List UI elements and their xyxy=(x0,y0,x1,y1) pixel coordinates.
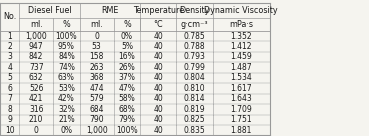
Text: 526: 526 xyxy=(29,84,44,93)
Text: 42%: 42% xyxy=(58,94,75,103)
Text: 0%: 0% xyxy=(61,126,72,135)
Text: Diesel Fuel: Diesel Fuel xyxy=(28,6,71,15)
Text: 5%: 5% xyxy=(121,42,133,51)
Text: 1.643: 1.643 xyxy=(230,94,252,103)
Text: 0.810: 0.810 xyxy=(184,84,205,93)
Text: 0: 0 xyxy=(94,32,99,41)
Text: 0.814: 0.814 xyxy=(184,94,205,103)
Text: 1.534: 1.534 xyxy=(230,73,252,82)
Text: 0.835: 0.835 xyxy=(184,126,205,135)
Text: 95%: 95% xyxy=(58,42,75,51)
Text: %: % xyxy=(123,20,131,29)
Text: 1: 1 xyxy=(7,32,12,41)
Text: mPa·s: mPa·s xyxy=(229,20,253,29)
Text: 1,000: 1,000 xyxy=(86,126,107,135)
Text: 1.412: 1.412 xyxy=(230,42,252,51)
Text: 684: 684 xyxy=(89,105,104,114)
Text: 40: 40 xyxy=(154,94,163,103)
Text: 40: 40 xyxy=(154,84,163,93)
Text: 58%: 58% xyxy=(118,94,135,103)
Text: 5: 5 xyxy=(7,73,12,82)
Text: 68%: 68% xyxy=(118,105,135,114)
Text: Temperature: Temperature xyxy=(133,6,184,15)
Text: Dynamic Viscosity: Dynamic Viscosity xyxy=(204,6,278,15)
Text: 210: 210 xyxy=(29,115,43,124)
Text: 10: 10 xyxy=(5,126,14,135)
Text: ml.: ml. xyxy=(90,20,103,29)
Text: 737: 737 xyxy=(29,63,44,72)
Text: 40: 40 xyxy=(154,126,163,135)
Text: 40: 40 xyxy=(154,105,163,114)
Text: 1.881: 1.881 xyxy=(231,126,252,135)
Text: 790: 790 xyxy=(89,115,104,124)
Text: g·cm⁻³: g·cm⁻³ xyxy=(181,20,208,29)
Text: 79%: 79% xyxy=(118,115,135,124)
Text: 21%: 21% xyxy=(58,115,75,124)
Text: 0.804: 0.804 xyxy=(184,73,205,82)
Text: 53: 53 xyxy=(92,42,101,51)
Text: 0.799: 0.799 xyxy=(183,63,206,72)
Text: 579: 579 xyxy=(89,94,104,103)
Text: 1,000: 1,000 xyxy=(25,32,47,41)
Text: 26%: 26% xyxy=(118,63,135,72)
Text: 100%: 100% xyxy=(116,126,138,135)
Text: 947: 947 xyxy=(29,42,44,51)
Text: 1.487: 1.487 xyxy=(230,63,252,72)
Text: 474: 474 xyxy=(89,84,104,93)
Text: 3: 3 xyxy=(7,52,12,61)
Text: 0.825: 0.825 xyxy=(184,115,205,124)
Text: 8: 8 xyxy=(7,105,12,114)
Text: ml.: ml. xyxy=(30,20,42,29)
Text: 4: 4 xyxy=(7,63,12,72)
Text: 40: 40 xyxy=(154,32,163,41)
Text: 16%: 16% xyxy=(118,52,135,61)
Text: 84%: 84% xyxy=(58,52,75,61)
Text: 1.751: 1.751 xyxy=(230,115,252,124)
Text: 40: 40 xyxy=(154,42,163,51)
Text: 47%: 47% xyxy=(118,84,135,93)
Text: 0.793: 0.793 xyxy=(183,52,206,61)
Text: 263: 263 xyxy=(89,63,104,72)
Text: 1.459: 1.459 xyxy=(230,52,252,61)
Text: 0.785: 0.785 xyxy=(184,32,205,41)
Text: 316: 316 xyxy=(29,105,44,114)
Text: No.: No. xyxy=(3,12,16,21)
Text: 53%: 53% xyxy=(58,84,75,93)
Text: 40: 40 xyxy=(154,73,163,82)
Text: 63%: 63% xyxy=(58,73,75,82)
Text: 1.352: 1.352 xyxy=(230,32,252,41)
Text: 842: 842 xyxy=(29,52,43,61)
Text: 1.709: 1.709 xyxy=(230,105,252,114)
Text: 368: 368 xyxy=(89,73,104,82)
Text: Density: Density xyxy=(179,6,210,15)
Text: 2: 2 xyxy=(7,42,12,51)
Text: RME: RME xyxy=(101,6,119,15)
Text: 158: 158 xyxy=(90,52,104,61)
Text: 632: 632 xyxy=(29,73,44,82)
Text: %: % xyxy=(62,20,70,29)
Text: 0: 0 xyxy=(34,126,39,135)
Text: 32%: 32% xyxy=(58,105,75,114)
Text: 1.617: 1.617 xyxy=(230,84,252,93)
Text: 40: 40 xyxy=(154,115,163,124)
Text: 0.788: 0.788 xyxy=(184,42,205,51)
Text: 40: 40 xyxy=(154,52,163,61)
Text: 7: 7 xyxy=(7,94,12,103)
Text: 421: 421 xyxy=(29,94,43,103)
Text: 9: 9 xyxy=(7,115,12,124)
Text: 40: 40 xyxy=(154,63,163,72)
Text: 37%: 37% xyxy=(118,73,135,82)
Text: 100%: 100% xyxy=(56,32,77,41)
Text: 0.819: 0.819 xyxy=(184,105,205,114)
Text: 6: 6 xyxy=(7,84,12,93)
Text: 74%: 74% xyxy=(58,63,75,72)
Text: 0%: 0% xyxy=(121,32,133,41)
Text: °C: °C xyxy=(154,20,163,29)
